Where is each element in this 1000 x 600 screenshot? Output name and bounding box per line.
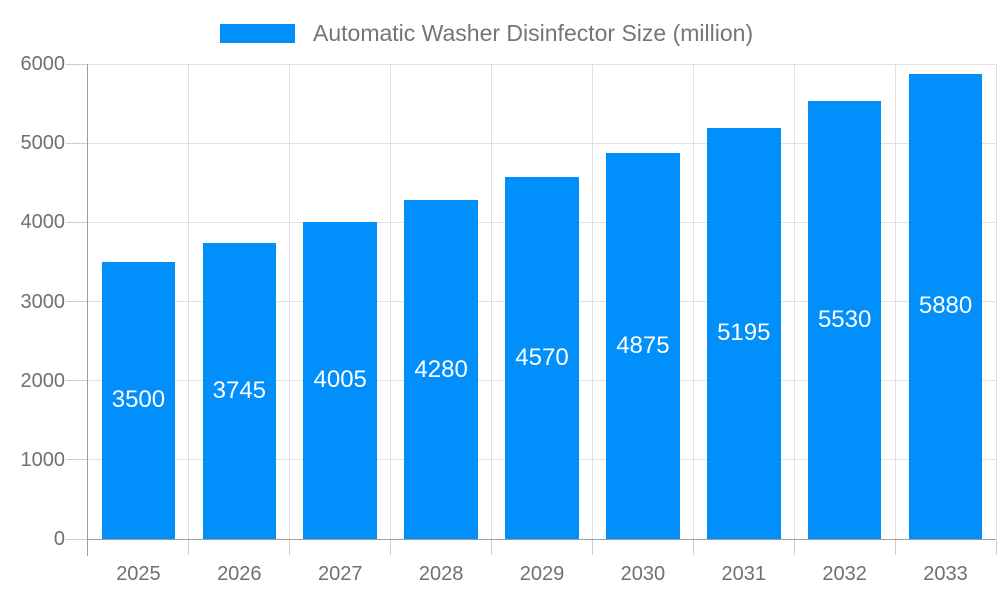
legend[interactable]: Automatic Washer Disinfector Size (milli… [220,20,754,46]
gridline-v-7 [793,64,795,539]
x-tick-4 [491,540,493,555]
gridline-v-8 [894,64,896,539]
bar-2026[interactable]: 3745 [202,242,277,539]
bar-value-label-2031: 5195 [717,319,771,347]
bar-2033[interactable]: 5880 [908,73,983,539]
x-tick-9 [995,540,997,555]
bar-2029[interactable]: 4570 [505,177,579,539]
x-axis-label-2026: 2026 [217,563,262,585]
x-axis-label-2025: 2025 [116,563,161,585]
gridline-v-9 [995,64,997,539]
bar-2030[interactable]: 4875 [606,153,680,539]
y-tick-0 [66,538,87,540]
gridline-h-5000 [88,142,996,144]
y-axis-label-2000: 2000 [20,369,66,392]
y-axis-label-1000: 1000 [20,448,66,471]
y-axis-label-6000: 6000 [20,53,66,75]
bar-2028[interactable]: 4280 [404,200,478,539]
legend-label: Automatic Washer Disinfector Size (milli… [313,20,754,46]
y-tick-6000 [66,63,87,65]
gridline-v-5 [591,64,593,539]
gridline-v-2 [289,64,291,539]
gridline-v-3 [390,64,392,539]
bar-value-label-2025: 3500 [111,386,166,414]
x-axis-label-2027: 2027 [317,563,363,585]
x-tick-1 [188,540,190,555]
x-tick-7 [793,540,795,555]
y-axis-label-5000: 5000 [20,132,66,155]
x-tick-8 [894,540,896,555]
x-axis-label-2028: 2028 [418,563,464,585]
bar-2032[interactable]: 5530 [807,101,882,539]
x-axis-label-2029: 2029 [519,563,565,585]
bar-value-label-2027: 4005 [313,366,367,394]
x-axis-label-2031: 2031 [721,563,767,585]
y-tick-1000 [66,459,87,461]
legend-swatch [220,24,295,43]
x-axis: 2025 2026 2027 2028 2029 2030 2031 2032 2033 [88,561,996,589]
x-axis-origin-tick [87,540,88,556]
gridline-v-1 [188,64,190,539]
y-axis-label-4000: 4000 [20,211,66,234]
x-tick-6 [692,540,694,555]
x-tick-3 [390,540,392,555]
bar-value-label-2029: 4570 [515,344,569,372]
bar-value-label-2032: 5530 [817,306,872,334]
y-tick-2000 [66,380,87,382]
gridline-v-4 [491,64,493,539]
bar-value-label-2033: 5880 [918,292,973,320]
y-axis-label-3000: 3000 [20,290,66,313]
gridline-h-6000 [88,63,996,65]
y-tick-5000 [66,142,87,144]
y-tick-3000 [66,301,87,302]
bar-value-label-2028: 4280 [414,355,468,383]
y-tick-4000 [66,221,87,223]
bar-value-label-2030: 4875 [616,332,670,360]
bar-value-label-2026: 3745 [212,376,267,404]
x-axis-label-2030: 2030 [620,563,666,585]
x-tick-2 [289,540,291,555]
bar-2025[interactable]: 3500 [101,261,176,539]
y-axis-label-0: 0 [53,528,65,550]
gridline-v-6 [692,64,694,539]
x-axis-label-2032: 2032 [822,563,867,585]
x-axis-label-2033: 2033 [923,563,968,585]
plot-area: 3500 3745 4005 4280 4570 4875 5195 5530 5880 [66,63,997,556]
bar-2031[interactable]: 5195 [706,127,781,539]
x-tick-5 [591,540,593,555]
bar-2027[interactable]: 4005 [303,221,378,539]
